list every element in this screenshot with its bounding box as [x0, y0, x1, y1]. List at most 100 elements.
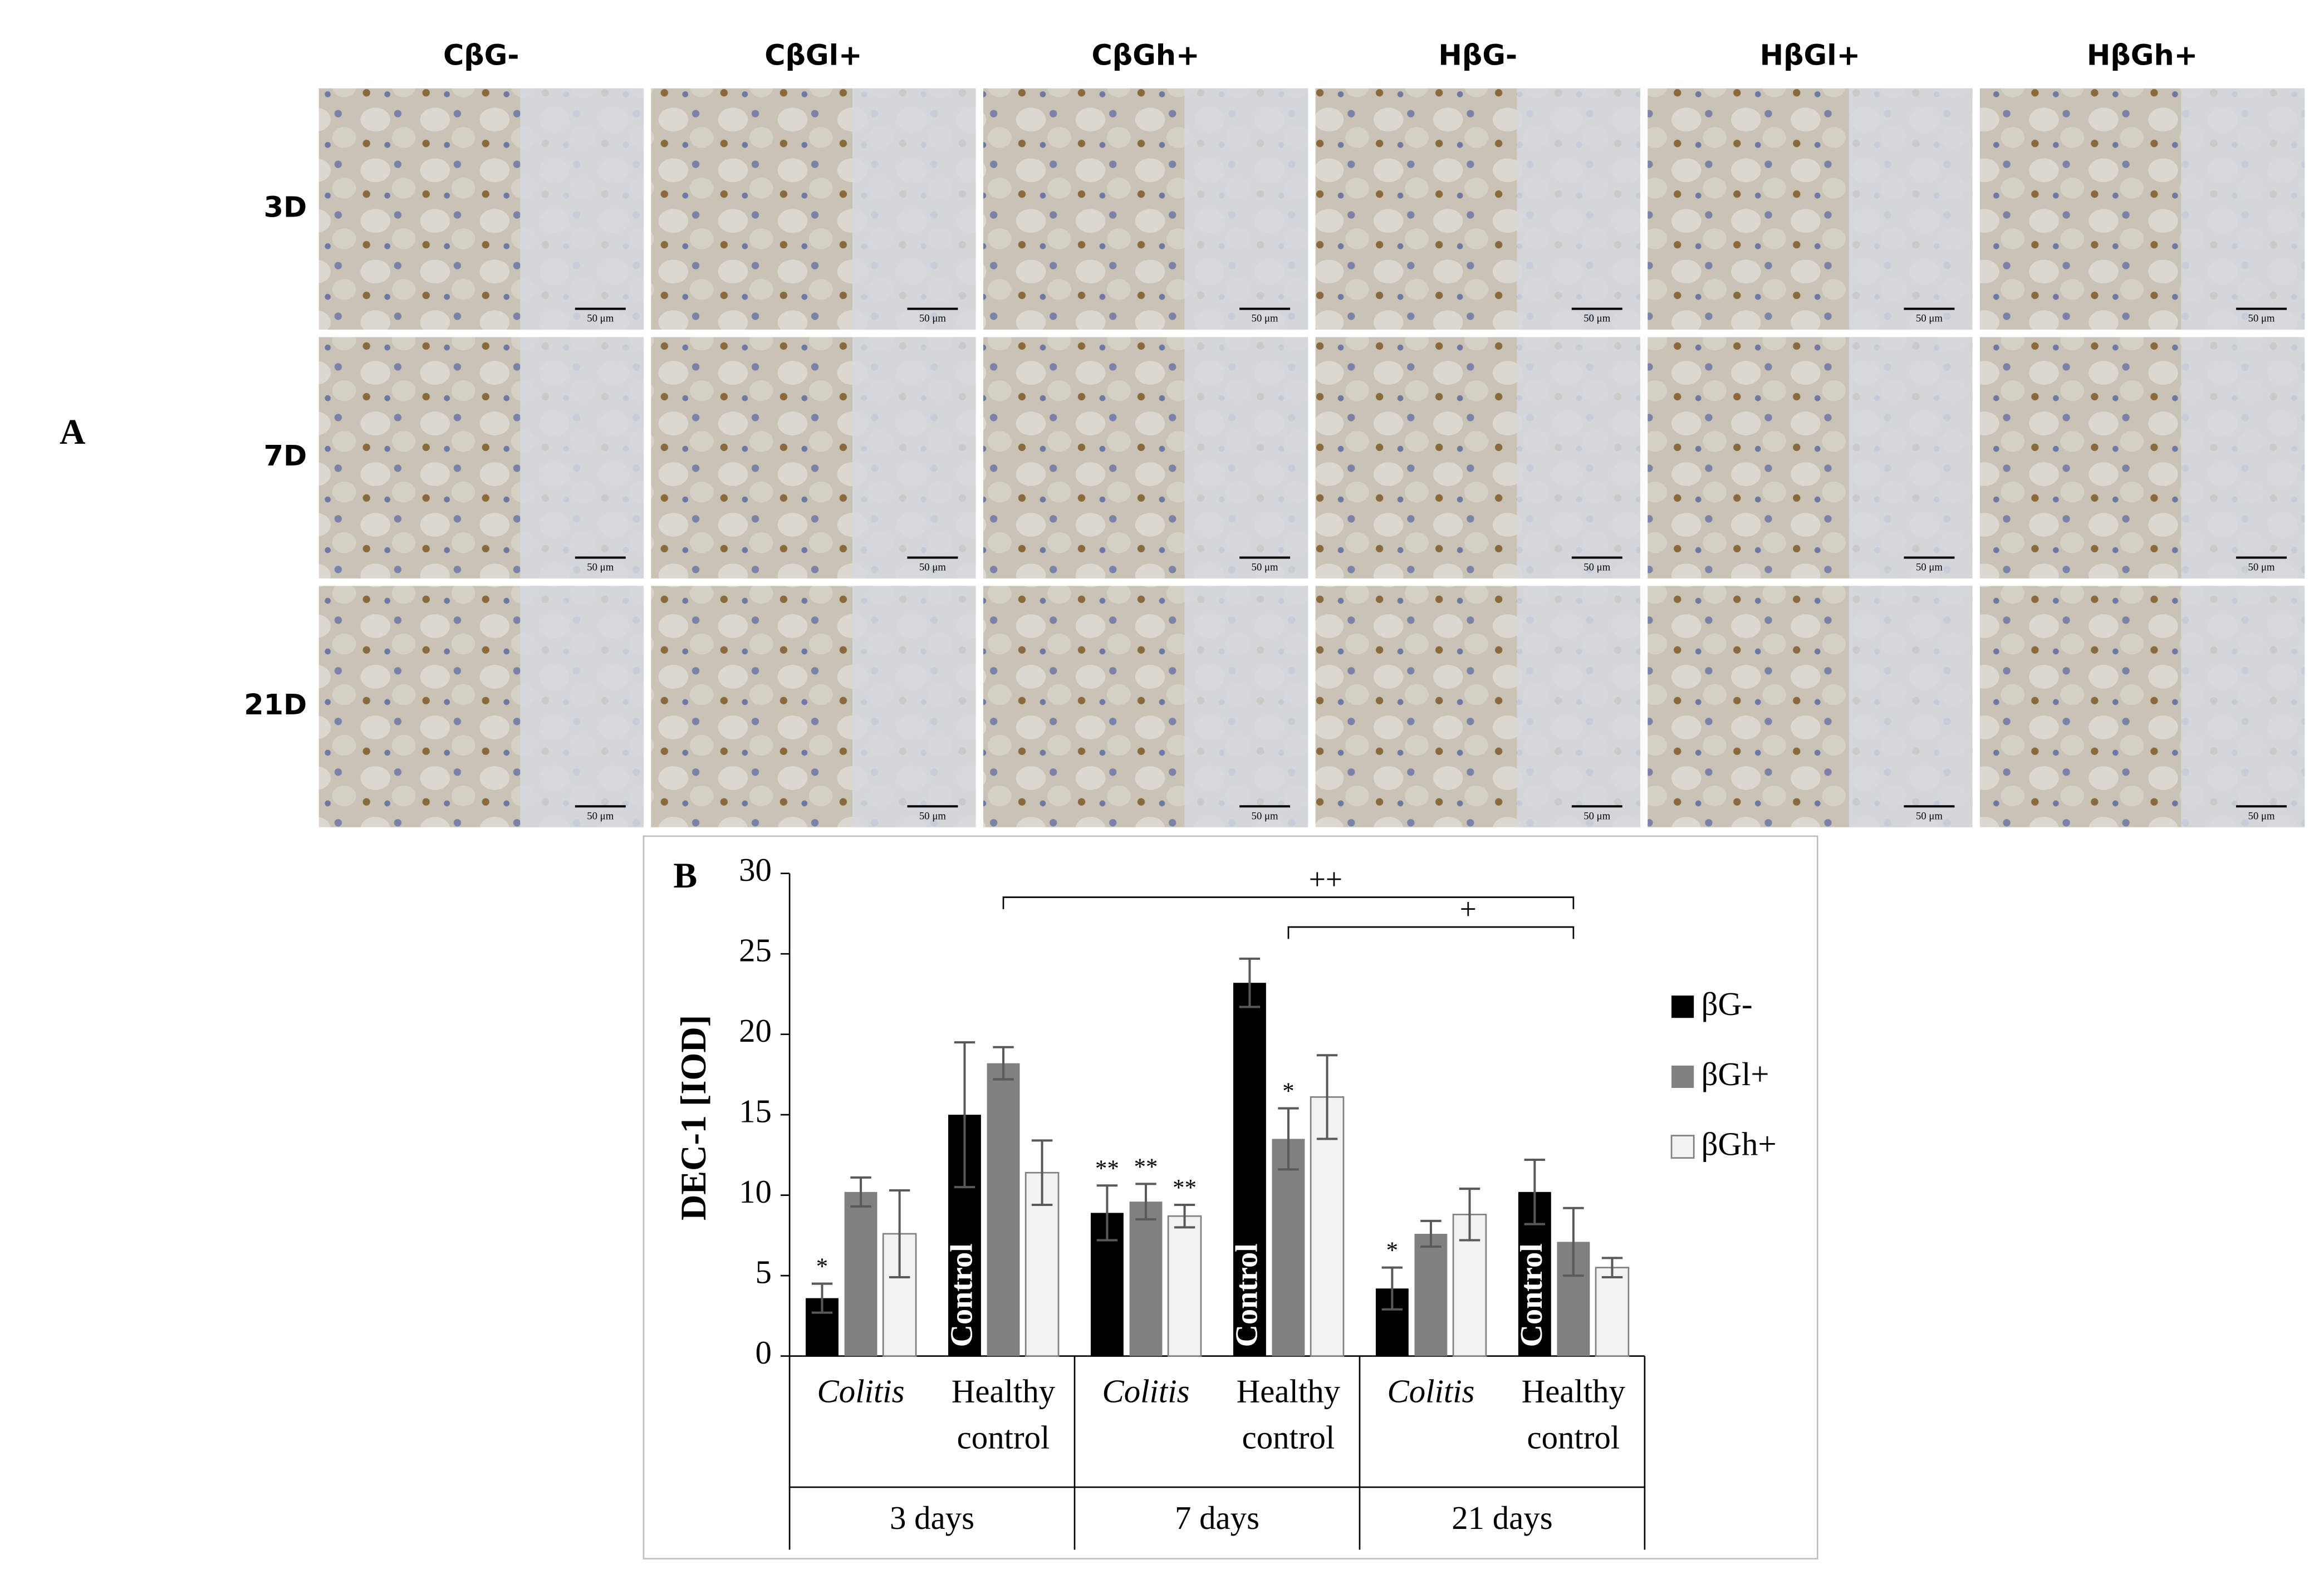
- x-tick-label-box: Colitis: [1387, 1372, 1475, 1410]
- y-tick-label: 10: [739, 1174, 772, 1210]
- scale-bar-label: 50 μm: [919, 561, 946, 573]
- y-axis-label: DEC-1 [IOD]: [674, 1015, 713, 1220]
- micrograph-background: [852, 586, 976, 827]
- x-tick-label-box: Colitis: [817, 1372, 905, 1410]
- scale-bar-label: 50 μm: [1916, 313, 1943, 325]
- legend-swatch: [1671, 996, 1694, 1018]
- period-label: 3 days: [890, 1500, 974, 1536]
- y-tick-label: 5: [756, 1254, 772, 1291]
- x-tick-label: Colitis: [1387, 1372, 1475, 1410]
- row-label: 7D: [264, 439, 307, 472]
- legend-label: βG-: [1702, 986, 1753, 1022]
- scale-bar-label: 50 μm: [1583, 561, 1610, 573]
- legend-label: βGh+: [1702, 1126, 1777, 1163]
- bar-inner-label: Control: [1514, 1243, 1549, 1347]
- x-tick-label: Healthy control: [1521, 1372, 1626, 1456]
- scale-bar-label: 50 μm: [587, 313, 614, 325]
- micrograph-background: [520, 586, 644, 827]
- period-label: 21 days: [1452, 1500, 1552, 1536]
- column-header: CβGl+: [764, 38, 862, 71]
- x-tick-label-box: Colitis: [1102, 1372, 1190, 1410]
- error-bar: [1524, 1159, 1546, 1225]
- column-header: HβGh+: [2087, 38, 2198, 71]
- error-bar: [1601, 1257, 1623, 1279]
- micrograph-background: [2181, 88, 2305, 330]
- scale-bar-label: 50 μm: [587, 810, 614, 822]
- scale-bar-label: 50 μm: [1252, 810, 1278, 822]
- scale-bar-label: 50 μm: [1252, 561, 1278, 573]
- error-bar: [993, 1046, 1014, 1081]
- micrograph-background: [1517, 88, 1640, 330]
- x-tick-label: Healthy control: [1236, 1372, 1341, 1456]
- bracket-label: +: [1460, 893, 1477, 926]
- micrograph-background: [2181, 586, 2305, 827]
- scale-bar-label: 50 μm: [919, 313, 946, 325]
- scale-bar-label: 50 μm: [587, 561, 614, 573]
- error-bar: [850, 1176, 871, 1208]
- scale-bar-label: 50 μm: [2248, 810, 2275, 822]
- x-tick-label: Colitis: [1102, 1372, 1190, 1410]
- error-bar: [811, 1282, 833, 1314]
- scale-bar-label: 50 μm: [2248, 561, 2275, 573]
- chart-frame: [643, 835, 1818, 1560]
- error-bar: [1381, 1266, 1403, 1311]
- bracket-label: ++: [1309, 862, 1342, 896]
- significance-label: **: [1095, 1155, 1119, 1181]
- micrograph-background: [852, 88, 976, 330]
- scale-bar-label: 50 μm: [1252, 313, 1278, 325]
- error-bar: [1563, 1207, 1584, 1277]
- error-bar: [1459, 1188, 1480, 1242]
- micrograph-background: [1184, 88, 1308, 330]
- bar: [1414, 1233, 1448, 1356]
- x-tick-label: Healthy control: [951, 1372, 1056, 1456]
- error-bar: [1174, 1203, 1195, 1229]
- y-tick-label: 20: [739, 1013, 772, 1049]
- bar: [844, 1191, 877, 1356]
- bar: [1129, 1202, 1163, 1356]
- bar: [987, 1063, 1020, 1356]
- error-bar: [889, 1189, 910, 1279]
- panel-label: B: [673, 856, 697, 895]
- significance-label: *: [816, 1254, 828, 1280]
- error-bar: [1278, 1107, 1299, 1171]
- bar: [1233, 983, 1266, 1356]
- error-bar: [1239, 957, 1261, 1008]
- row-label: 3D: [264, 190, 307, 223]
- micrograph-background: [1517, 337, 1640, 578]
- error-bar: [1420, 1219, 1442, 1248]
- x-tick-label-box: Healthy control: [951, 1372, 1056, 1456]
- micrograph-background: [520, 88, 644, 330]
- bar: [1272, 1139, 1305, 1356]
- scale-bar-label: 50 μm: [1916, 810, 1943, 822]
- significance-label: **: [1134, 1154, 1158, 1180]
- x-tick-label-box: Healthy control: [1521, 1372, 1626, 1456]
- bar: [1595, 1267, 1630, 1357]
- bar-inner-label: Control: [1229, 1243, 1264, 1347]
- error-bar: [954, 1041, 975, 1189]
- error-bar: [1031, 1139, 1053, 1206]
- significance-label: **: [1173, 1175, 1197, 1201]
- micrograph-background: [1849, 586, 1973, 827]
- significance-label: *: [1282, 1078, 1294, 1105]
- y-tick-label: 25: [739, 933, 772, 969]
- scale-bar-label: 50 μm: [1583, 313, 1610, 325]
- y-tick-label: 30: [739, 852, 772, 888]
- micrograph-background: [1849, 88, 1973, 330]
- micrograph-background: [852, 337, 976, 578]
- significance-label: *: [1386, 1238, 1398, 1264]
- y-tick-label: 15: [739, 1094, 772, 1130]
- micrograph-background: [1184, 586, 1308, 827]
- scale-bar-label: 50 μm: [1583, 810, 1610, 822]
- legend-swatch: [1670, 1135, 1695, 1159]
- legend-label: βGl+: [1702, 1056, 1769, 1092]
- micrograph-background: [1184, 337, 1308, 578]
- significance-bracket: [1287, 926, 1575, 939]
- micrograph-background: [1517, 586, 1640, 827]
- period-label: 7 days: [1175, 1500, 1259, 1536]
- x-tick-label: Colitis: [817, 1372, 905, 1410]
- error-bar: [1316, 1054, 1338, 1140]
- x-tick-label-box: Healthy control: [1236, 1372, 1341, 1456]
- scale-bar-label: 50 μm: [919, 810, 946, 822]
